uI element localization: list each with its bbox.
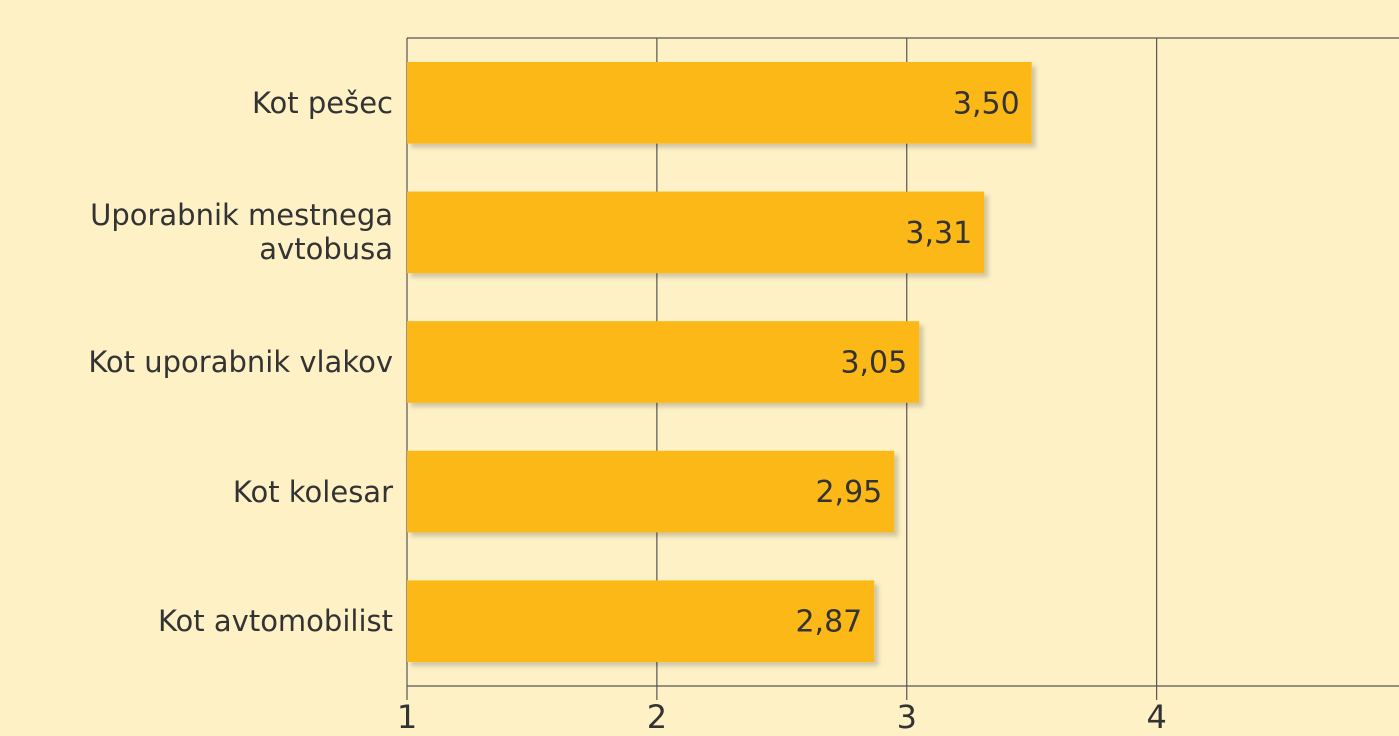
bar (407, 191, 985, 274)
value-label: 2,95 (815, 475, 882, 510)
value-label: 3,05 (840, 346, 907, 381)
bar (407, 580, 875, 663)
x-tick-label: 1 (397, 698, 417, 736)
category-label: Uporabnik mestnega avtobusa (90, 198, 393, 267)
value-label: 2,87 (795, 605, 862, 640)
x-tick-label: 3 (897, 698, 917, 736)
category-label: Kot avtomobilist (157, 604, 393, 639)
category-label: Kot uporabnik vlakov (88, 345, 393, 379)
value-label: 3,50 (953, 86, 1020, 121)
x-tick-label: 2 (647, 698, 667, 736)
category-label: Kot kolesar (232, 474, 393, 509)
bar (407, 321, 920, 403)
category-label: Kot pešec (251, 85, 393, 120)
bar (407, 61, 1032, 144)
x-tick-label: 4 (1146, 698, 1166, 736)
bar (407, 450, 895, 533)
value-label: 3,31 (905, 216, 972, 251)
